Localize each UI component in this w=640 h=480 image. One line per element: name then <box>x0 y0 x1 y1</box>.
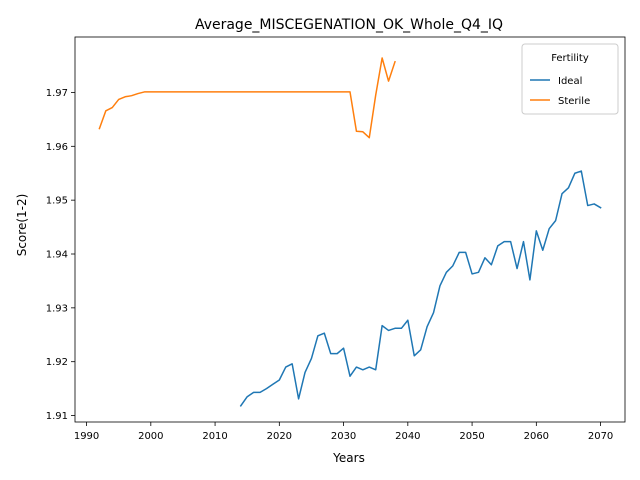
x-axis-label: Years <box>332 451 365 465</box>
x-tick-label: 2040 <box>395 431 420 442</box>
x-tick-label: 2010 <box>202 431 227 442</box>
x-tick-label: 2000 <box>138 431 163 442</box>
legend: Fertility Ideal Sterile <box>521 43 619 115</box>
y-tick-label: 1.93 <box>46 303 68 314</box>
legend-title: Fertility <box>551 53 589 64</box>
x-tick-label: 2030 <box>331 431 356 442</box>
y-tick-label: 1.94 <box>46 250 68 261</box>
legend-box <box>521 43 619 115</box>
axes-frame <box>74 36 626 423</box>
chart-title: Average_MISCEGENATION_OK_Whole_Q4_IQ <box>195 17 503 33</box>
y-axis-label: Score(1-2) <box>15 194 29 257</box>
x-tick-label: 2070 <box>588 431 613 442</box>
y-tick-label: 1.97 <box>46 88 68 99</box>
x-tick-label: 2020 <box>267 431 292 442</box>
x-tick-label: 1990 <box>74 431 99 442</box>
plot-area: 1990 2000 2010 2020 2030 2040 2050 2060 2070 1.91… <box>46 36 626 442</box>
y-tick-label: 1.91 <box>46 411 68 422</box>
y-tick-label: 1.96 <box>46 142 68 153</box>
legend-label-sterile: Sterile <box>558 96 590 107</box>
legend-label-ideal: Ideal <box>558 76 582 87</box>
y-tick-label: 1.92 <box>46 357 68 368</box>
series-line-ideal <box>239 170 602 407</box>
x-tick-label: 2050 <box>459 431 484 442</box>
series-line-sterile <box>98 57 396 139</box>
y-tick-label: 1.95 <box>46 196 68 207</box>
x-tick-label: 2060 <box>524 431 549 442</box>
